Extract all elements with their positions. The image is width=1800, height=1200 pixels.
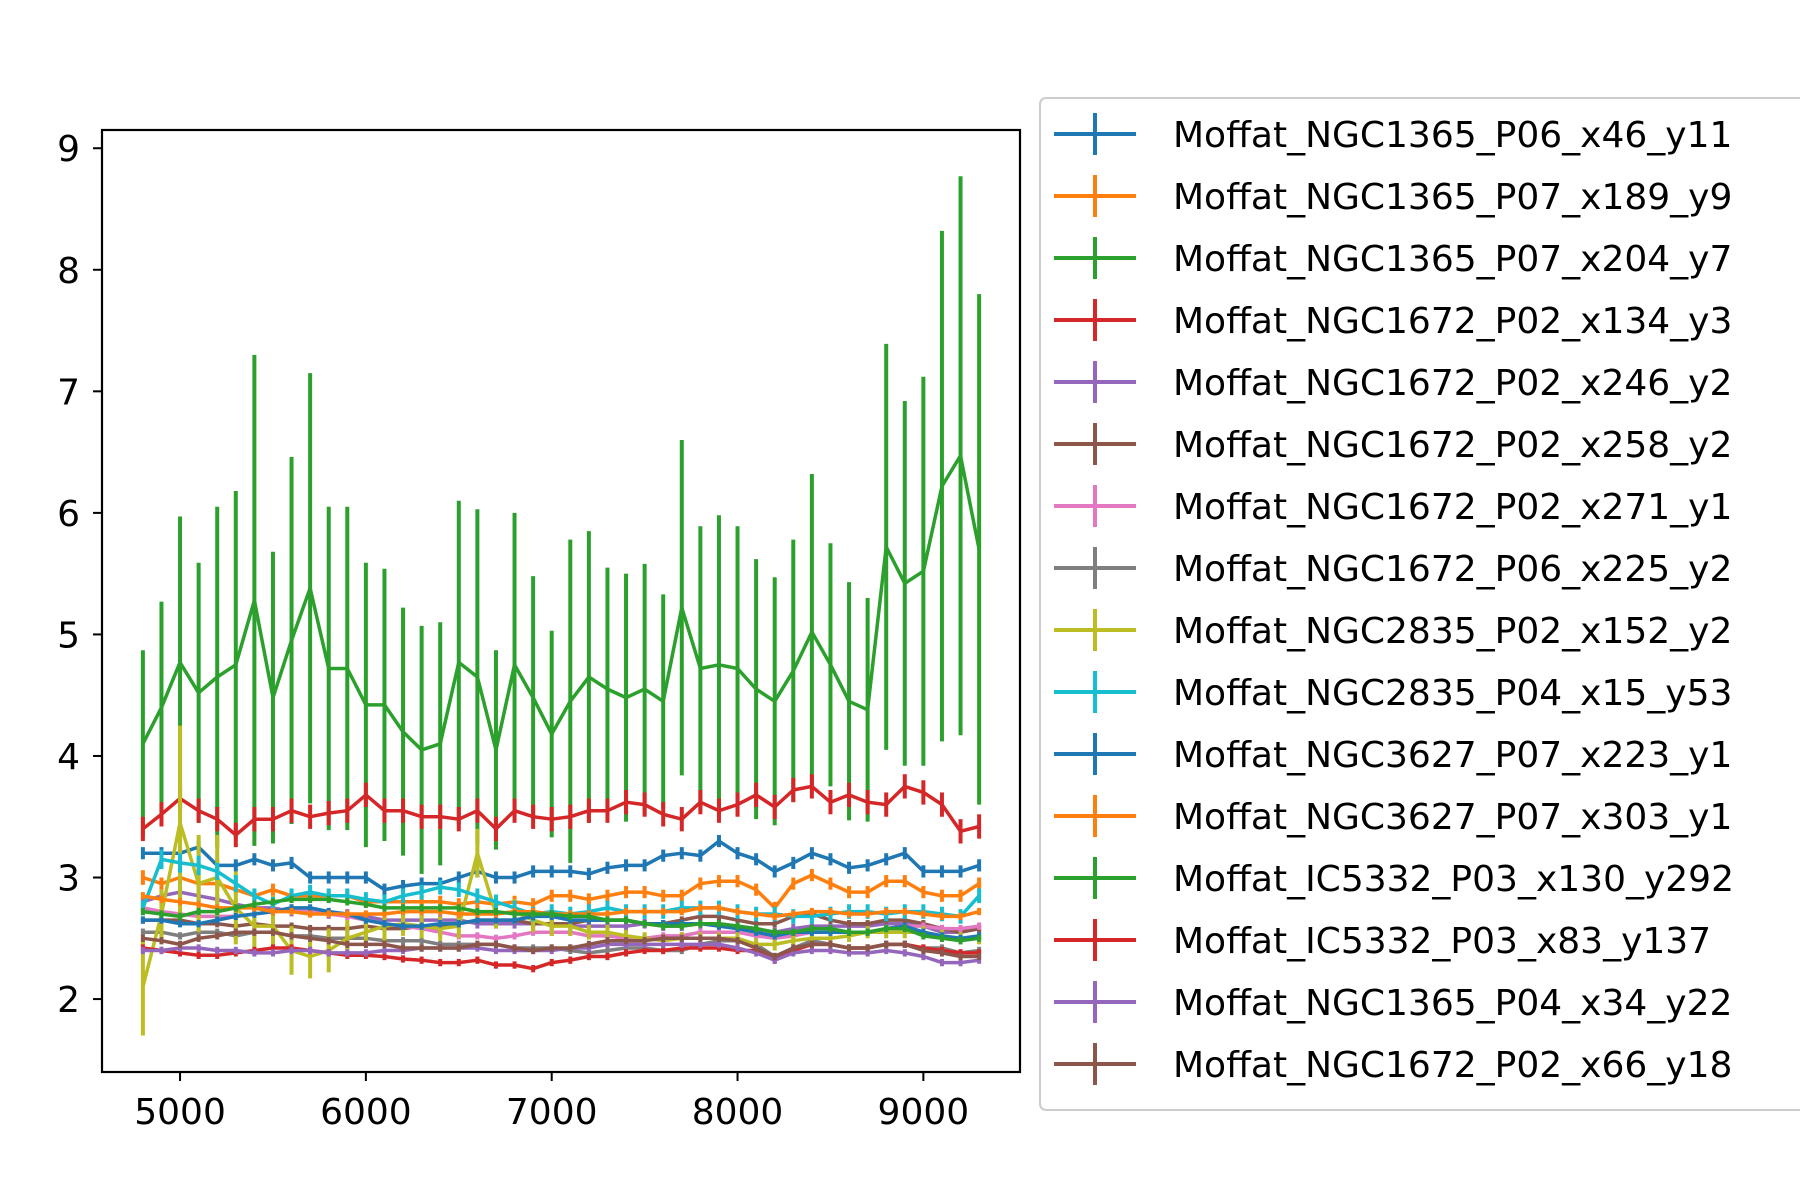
y-tick-label-3: 3 <box>57 859 80 900</box>
y-tick-label-2: 2 <box>57 980 80 1021</box>
legend-label: Moffat_NGC2835_P04_x15_y53 <box>1173 673 1732 714</box>
x-tick-label-9000: 9000 <box>878 1092 970 1133</box>
y-tick-label-8: 8 <box>57 251 80 292</box>
series-16 <box>140 928 982 961</box>
axes-frame <box>100 128 1022 1074</box>
legend-label: Moffat_NGC1672_P02_x258_y2 <box>1173 425 1732 466</box>
legend-item-7: Moffat_NGC1672_P02_x271_y1 <box>1054 485 1732 528</box>
legend: Moffat_NGC1365_P06_x46_y11 Moffat_NGC1365… <box>1039 97 1800 1111</box>
legend-item-16: Moffat_NGC1672_P02_x66_y18 <box>1054 1043 1732 1086</box>
series-4 <box>140 774 982 848</box>
y-tick-label-5: 5 <box>57 615 80 656</box>
legend-label: Moffat_NGC1365_P07_x204_y7 <box>1173 239 1732 280</box>
series-13-line <box>142 897 980 943</box>
legend-label: Moffat_IC5332_P03_x83_y137 <box>1173 921 1711 962</box>
legend-item-13: Moffat_IC5332_P03_x130_y292 <box>1054 857 1734 900</box>
legend-label: Moffat_NGC1365_P06_x46_y11 <box>1173 115 1732 156</box>
x-tick-label-8000: 8000 <box>692 1092 784 1133</box>
y-tick-label-9: 9 <box>57 129 80 170</box>
legend-item-8: Moffat_NGC1672_P06_x225_y2 <box>1054 547 1732 590</box>
legend-label: Moffat_NGC1672_P02_x271_y1 <box>1173 487 1732 528</box>
legend-item-6: Moffat_NGC1672_P02_x258_y2 <box>1054 423 1732 466</box>
y-axis: 2 3 4 5 6 7 8 9 <box>57 129 102 1021</box>
legend-item-3: Moffat_NGC1365_P07_x204_y7 <box>1054 237 1732 280</box>
legend-label: Moffat_NGC3627_P07_x223_y1 <box>1173 735 1732 776</box>
legend-label: Moffat_IC5332_P03_x130_y292 <box>1173 859 1734 900</box>
legend-label: Moffat_NGC1365_P04_x34_y22 <box>1173 983 1732 1024</box>
legend-box <box>1039 97 1800 1111</box>
legend-label: Moffat_NGC1672_P02_x66_y18 <box>1173 1045 1732 1086</box>
legend-label: Moffat_NGC1365_P07_x189_y9 <box>1173 177 1732 218</box>
y-tick-label-4: 4 <box>57 737 80 778</box>
legend-item-14: Moffat_IC5332_P03_x83_y137 <box>1054 919 1711 962</box>
legend-item-10: Moffat_NGC2835_P04_x15_y53 <box>1054 671 1732 714</box>
series-2-line <box>142 873 981 910</box>
legend-item-15: Moffat_NGC1365_P04_x34_y22 <box>1054 981 1732 1024</box>
x-axis: 5000 6000 7000 8000 9000 <box>134 1072 969 1133</box>
legend-label: Moffat_NGC1672_P06_x225_y2 <box>1173 549 1732 590</box>
series-3-line <box>141 453 981 752</box>
series-13 <box>140 895 982 945</box>
series-6-line <box>142 912 980 934</box>
y-tick-label-6: 6 <box>57 494 80 535</box>
legend-label: Moffat_NGC1672_P02_x134_y3 <box>1173 301 1732 342</box>
series-4-line <box>141 784 980 837</box>
legend-item-9: Moffat_NGC2835_P02_x152_y2 <box>1054 609 1732 652</box>
series-11-line <box>142 906 980 941</box>
series-16-line <box>142 930 980 959</box>
legend-item-11: Moffat_NGC3627_P07_x223_y1 <box>1054 733 1732 776</box>
legend-item-1: Moffat_NGC1365_P06_x46_y11 <box>1054 113 1732 156</box>
legend-label: Moffat_NGC3627_P07_x303_y1 <box>1173 797 1732 838</box>
legend-label: Moffat_NGC1672_P02_x246_y2 <box>1173 363 1732 404</box>
x-tick-label-5000: 5000 <box>134 1092 226 1133</box>
legend-item-2: Moffat_NGC1365_P07_x189_y9 <box>1054 175 1732 218</box>
legend-label: Moffat_NGC2835_P02_x152_y2 <box>1173 611 1732 652</box>
y-tick-label-7: 7 <box>57 372 80 413</box>
legend-item-4: Moffat_NGC1672_P02_x134_y3 <box>1054 299 1732 342</box>
series-1 <box>140 834 982 896</box>
series-9-line <box>141 821 980 988</box>
legend-item-5: Moffat_NGC1672_P02_x246_y2 <box>1054 361 1732 404</box>
x-tick-label-6000: 6000 <box>320 1092 412 1133</box>
series-1-line <box>142 839 980 892</box>
series-layer <box>140 176 982 1036</box>
legend-item-12: Moffat_NGC3627_P07_x303_y1 <box>1054 795 1732 838</box>
x-tick-label-7000: 7000 <box>506 1092 598 1133</box>
